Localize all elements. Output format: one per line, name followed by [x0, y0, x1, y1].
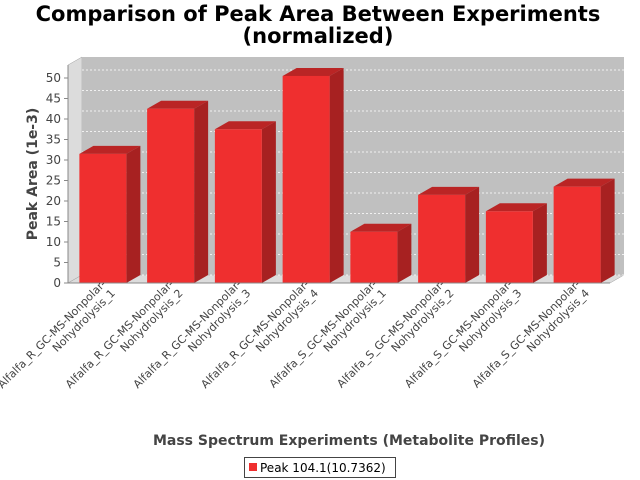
- bar-side: [465, 186, 480, 283]
- bar-front: [147, 108, 195, 283]
- x-tick-label-line: Alfalfa_R_GC-MS-Nonpolar-: [0, 278, 109, 391]
- bar: [553, 178, 615, 283]
- x-tick-label-line: Alfalfa_R_GC-MS-Nonpolar-: [131, 278, 244, 391]
- y-tick-label: 30: [46, 153, 61, 167]
- bar-top: [485, 203, 547, 212]
- bar: [350, 223, 412, 283]
- y-tick-label: 40: [46, 112, 61, 126]
- y-tick-label: 20: [46, 194, 61, 208]
- y-tick-label: 45: [46, 92, 61, 106]
- bar-top: [147, 100, 209, 109]
- bar-top: [418, 186, 480, 195]
- bar: [79, 145, 141, 283]
- bar: [282, 67, 344, 283]
- y-ticks: 0 5 10 15 20 25 30 35 40 45 50: [46, 71, 68, 290]
- chart-title-line1: Comparison of Peak Area Between Experime…: [36, 2, 601, 26]
- x-axis-label: Mass Spectrum Experiments (Metabolite Pr…: [153, 433, 545, 449]
- x-tick-labels: Alfalfa_R_GC-MS-Nonpolar-Nohydrolysis_1A…: [0, 278, 592, 401]
- bar-top: [350, 223, 412, 232]
- bar-side: [532, 203, 547, 283]
- bar-top: [79, 145, 141, 154]
- x-tick-label-line: Alfalfa_R_GC-MS-Nonpolar-: [63, 278, 176, 391]
- bar-top: [214, 121, 276, 130]
- bar-front: [282, 75, 330, 283]
- bar-side: [194, 100, 209, 283]
- bar: [418, 186, 480, 283]
- y-axis: 0 5 10 15 20 25 30 35 40 45 50: [46, 65, 69, 290]
- y-tick-label: 15: [46, 215, 61, 229]
- y-tick-label: 0: [53, 276, 61, 290]
- bars: [79, 67, 615, 283]
- chart-title-line2: (normalized): [243, 24, 394, 48]
- legend-series-label: Peak 104.1(10.7362): [260, 461, 386, 475]
- bar-side: [397, 223, 412, 283]
- bar-top: [282, 67, 344, 76]
- bar-front: [214, 129, 262, 283]
- bar-side: [600, 178, 615, 283]
- bar: [485, 203, 547, 283]
- x-tick-label-line: Alfalfa_R_GC-MS-Nonpolar-: [198, 278, 311, 391]
- y-tick-label: 25: [46, 174, 61, 188]
- legend: Peak 104.1(10.7362): [244, 457, 396, 478]
- x-tick-label-line: Alfalfa_S_GC-MS-Nonpolar-: [402, 278, 515, 391]
- x-tick-label-line: Alfalfa_S_GC-MS-Nonpolar-: [267, 278, 380, 391]
- bar-side: [329, 67, 344, 283]
- x-axis: Alfalfa_R_GC-MS-Nonpolar-Nohydrolysis_1A…: [0, 278, 610, 401]
- plot-area: [67, 56, 625, 284]
- y-axis-label: Peak Area (1e-3): [25, 108, 41, 241]
- y-tick-label: 35: [46, 133, 61, 147]
- bar-front: [553, 186, 601, 283]
- bar-side: [261, 121, 276, 283]
- bar-front: [418, 194, 466, 283]
- y-tick-label: 50: [46, 71, 61, 85]
- y-tick-label: 5: [53, 256, 61, 270]
- legend-box: [244, 457, 396, 478]
- bar-front: [79, 153, 127, 283]
- bar-front: [485, 211, 533, 283]
- x-tick-label: Alfalfa_R_GC-MS-Nonpolar-Nohydrolysis_1: [0, 278, 118, 401]
- bar-top: [553, 178, 615, 187]
- bar-front: [350, 231, 398, 283]
- legend-swatch: [249, 463, 257, 471]
- bar: [147, 100, 209, 283]
- bar: [214, 121, 276, 283]
- y-tick-label: 10: [46, 235, 61, 249]
- x-tick-label-line: Alfalfa_S_GC-MS-Nonpolar-: [334, 278, 447, 391]
- x-tick-label-line: Alfalfa_S_GC-MS-Nonpolar-: [470, 278, 583, 391]
- bar-side: [126, 145, 141, 283]
